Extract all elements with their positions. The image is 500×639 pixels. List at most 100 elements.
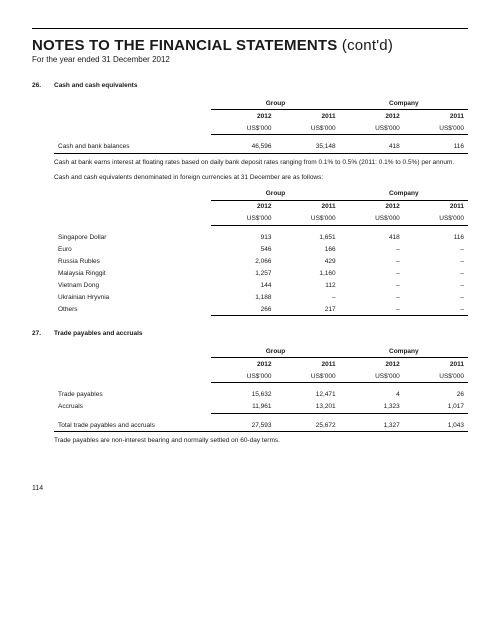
cell: 913 — [211, 231, 275, 243]
cell: 112 — [275, 279, 339, 291]
cell: 1,323 — [340, 401, 404, 413]
row-label: Russia Rubles — [54, 255, 211, 267]
note-26-para1: Cash at bank earns interest at floating … — [54, 158, 468, 167]
unit: US$'000 — [340, 370, 404, 383]
yr-c12: 2012 — [340, 200, 404, 213]
cell: 144 — [211, 279, 275, 291]
table-group-header: Group Company — [54, 345, 468, 358]
cell: 429 — [275, 255, 339, 267]
cell: 1,017 — [404, 401, 468, 413]
unit: US$'000 — [275, 122, 339, 135]
yr-g11: 2011 — [275, 200, 339, 213]
col-group: Group — [211, 345, 339, 358]
table-row: Vietnam Dong144112–– — [54, 279, 468, 291]
table-year-header: 2012 2011 2012 2011 — [54, 358, 468, 371]
note-26-para2: Cash and cash equivalents denominated in… — [54, 173, 468, 182]
unit: US$'000 — [404, 370, 468, 383]
cell: 25,672 — [275, 419, 339, 432]
table-fx: Group Company 2012 2011 2012 2011 US$'00… — [54, 188, 468, 317]
yr-g12: 2012 — [211, 200, 275, 213]
col-company: Company — [340, 188, 468, 201]
note-27-heading: 27. Trade payables and accruals — [32, 330, 468, 337]
cell: 12,471 — [275, 389, 339, 401]
row-label: Malaysia Ringgit — [54, 267, 211, 279]
table-payables: Group Company 2012 2011 2012 2011 US$'00… — [54, 345, 468, 432]
unit: US$'000 — [404, 122, 468, 135]
cell: 116 — [404, 231, 468, 243]
cell: 4 — [340, 389, 404, 401]
table-year-header: 2012 2011 2012 2011 — [54, 200, 468, 213]
note-title: Trade payables and accruals — [54, 330, 143, 337]
cell: 46,596 — [211, 141, 275, 154]
cell: 418 — [340, 141, 404, 154]
cell: 1,257 — [211, 267, 275, 279]
title-main: NOTES TO THE FINANCIAL STATEMENTS — [32, 37, 338, 54]
page-subtitle: For the year ended 31 December 2012 — [32, 55, 468, 64]
table-row: Singapore Dollar9131,651418116 — [54, 231, 468, 243]
table-row: Malaysia Ringgit1,2571,160–– — [54, 267, 468, 279]
cell: 1,160 — [275, 267, 339, 279]
row-label: Total trade payables and accruals — [54, 419, 211, 432]
row-label: Cash and bank balances — [54, 141, 211, 154]
row-label: Euro — [54, 243, 211, 255]
cell: – — [404, 291, 468, 303]
unit: US$'000 — [211, 370, 275, 383]
cell: 1,327 — [340, 419, 404, 432]
yr-c11: 2011 — [404, 358, 468, 371]
table-row: Russia Rubles2,066429–– — [54, 255, 468, 267]
row-label: Trade payables — [54, 389, 211, 401]
row-label: Singapore Dollar — [54, 231, 211, 243]
note-26-heading: 26. Cash and cash equivalents — [32, 82, 468, 89]
cell: – — [340, 267, 404, 279]
cell: 2,066 — [211, 255, 275, 267]
cell: 11,961 — [211, 401, 275, 413]
cell: 266 — [211, 303, 275, 315]
page-number: 114 — [32, 485, 468, 492]
cell: 116 — [404, 141, 468, 154]
cell: 26 — [404, 389, 468, 401]
row-label: Ukrainian Hryvnia — [54, 291, 211, 303]
cell: – — [404, 279, 468, 291]
table-row: Accruals11,96113,2011,3231,017 — [54, 401, 468, 413]
cell: 1,043 — [404, 419, 468, 432]
cell: 1,188 — [211, 291, 275, 303]
yr-c12: 2012 — [340, 110, 404, 123]
unit: US$'000 — [275, 370, 339, 383]
cell: 27,593 — [211, 419, 275, 432]
note-title: Cash and cash equivalents — [54, 82, 137, 89]
unit: US$'000 — [275, 213, 339, 226]
cell: – — [275, 291, 339, 303]
cell: – — [340, 291, 404, 303]
table-total-row: Total trade payables and accruals 27,593… — [54, 419, 468, 432]
unit: US$'000 — [211, 213, 275, 226]
table-group-header: Group Company — [54, 97, 468, 110]
col-group: Group — [211, 97, 339, 110]
note-number: 27. — [32, 330, 46, 337]
note-number: 26. — [32, 82, 46, 89]
cell: 13,201 — [275, 401, 339, 413]
cell: 166 — [275, 243, 339, 255]
col-company: Company — [340, 97, 468, 110]
cell: – — [404, 303, 468, 315]
table-unit-header: US$'000 US$'000 US$'000 US$'000 — [54, 370, 468, 383]
table-row: Trade payables15,63212,471426 — [54, 389, 468, 401]
page-title: NOTES TO THE FINANCIAL STATEMENTS (cont'… — [32, 37, 468, 54]
cell: – — [340, 243, 404, 255]
cell: – — [340, 255, 404, 267]
table-row: Euro546166–– — [54, 243, 468, 255]
unit: US$'000 — [211, 122, 275, 135]
row-label: Vietnam Dong — [54, 279, 211, 291]
unit: US$'000 — [340, 213, 404, 226]
table-unit-header: US$'000 US$'000 US$'000 US$'000 — [54, 122, 468, 135]
yr-g12: 2012 — [211, 110, 275, 123]
col-group: Group — [211, 188, 339, 201]
table-row: Ukrainian Hryvnia1,188––– — [54, 291, 468, 303]
cell: 15,632 — [211, 389, 275, 401]
yr-c11: 2011 — [404, 200, 468, 213]
table-group-header: Group Company — [54, 188, 468, 201]
table-row: Cash and bank balances 46,596 35,148 418… — [54, 141, 468, 154]
yr-g11: 2011 — [275, 358, 339, 371]
row-label: Others — [54, 303, 211, 315]
top-rule — [32, 28, 468, 29]
cell: – — [404, 267, 468, 279]
